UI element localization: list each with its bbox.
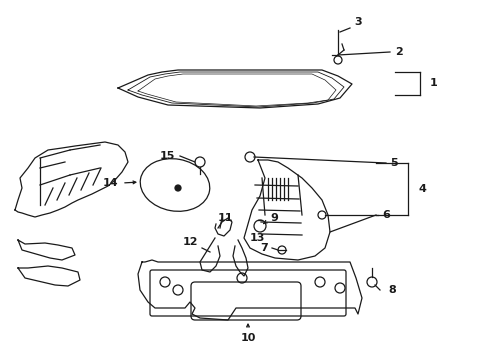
Text: 9: 9 [270, 213, 278, 223]
Text: 7: 7 [260, 243, 268, 253]
Text: 8: 8 [388, 285, 396, 295]
Text: 10: 10 [240, 333, 256, 343]
Text: 11: 11 [217, 213, 233, 223]
Text: 12: 12 [182, 237, 198, 247]
Text: 2: 2 [395, 47, 403, 57]
Circle shape [175, 185, 181, 191]
Text: 13: 13 [250, 233, 266, 243]
Text: 6: 6 [382, 210, 390, 220]
Text: 15: 15 [160, 151, 175, 161]
Text: 14: 14 [102, 178, 118, 188]
Text: 5: 5 [390, 158, 397, 168]
Text: 4: 4 [418, 184, 426, 194]
Text: 1: 1 [430, 78, 438, 88]
Text: 3: 3 [354, 17, 362, 27]
